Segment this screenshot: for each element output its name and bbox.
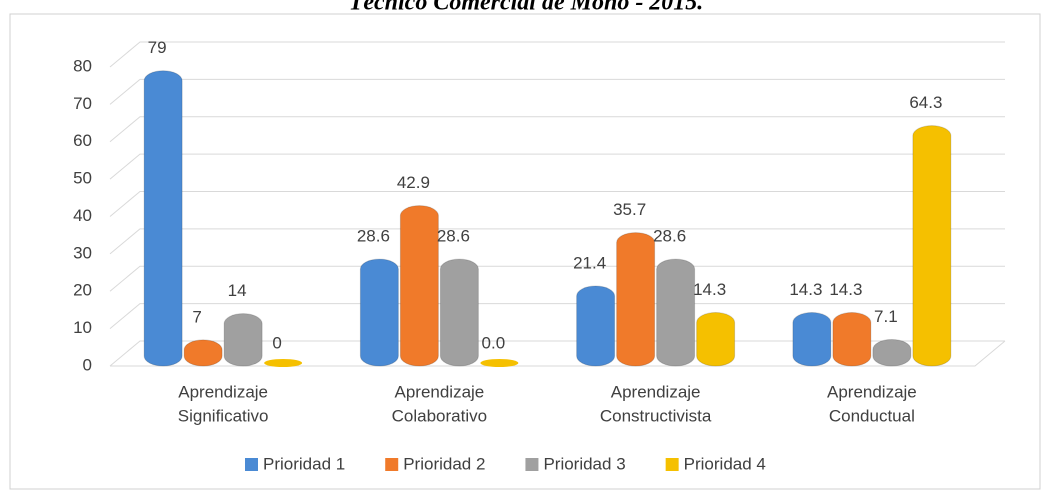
bar bbox=[872, 338, 912, 367]
x-tick-label: Aprendizaje bbox=[611, 382, 701, 401]
bar bbox=[439, 258, 479, 367]
data-label: 28.6 bbox=[653, 227, 686, 246]
x-tick-label: Aprendizaje bbox=[394, 382, 484, 401]
bar bbox=[576, 285, 616, 367]
legend-label: Prioridad 3 bbox=[543, 454, 625, 473]
data-label: 42.9 bbox=[397, 173, 430, 192]
data-label: 28.6 bbox=[357, 227, 390, 246]
data-label: 14.3 bbox=[789, 280, 822, 299]
grid-line bbox=[109, 116, 1005, 143]
bar bbox=[792, 312, 832, 367]
bar bbox=[359, 258, 399, 367]
grid-line bbox=[109, 228, 1005, 255]
legend-swatch bbox=[245, 458, 258, 471]
y-tick-label: 40 bbox=[73, 206, 92, 225]
y-tick-label: 50 bbox=[73, 169, 92, 188]
data-label: 7.1 bbox=[874, 307, 898, 326]
grid-line bbox=[109, 153, 1005, 180]
legend-label: Prioridad 1 bbox=[263, 454, 345, 473]
grid-line bbox=[109, 41, 1005, 68]
x-tick-label: Conductual bbox=[829, 406, 915, 425]
floor bbox=[110, 340, 1006, 367]
data-label: 21.4 bbox=[573, 254, 606, 273]
data-label: 14.3 bbox=[829, 280, 862, 299]
legend-label: Prioridad 2 bbox=[403, 454, 485, 473]
bar bbox=[912, 125, 952, 367]
data-label: 28.6 bbox=[437, 227, 470, 246]
legend-label: Prioridad 4 bbox=[684, 454, 766, 473]
bar bbox=[399, 205, 439, 367]
bar bbox=[656, 258, 696, 367]
data-label: 64.3 bbox=[909, 93, 942, 112]
grid-line bbox=[109, 78, 1005, 105]
legend-swatch bbox=[525, 458, 539, 471]
data-label: 0.0 bbox=[482, 333, 506, 352]
chart-title: Técnico Comercial de Mono - 2015. bbox=[349, 0, 704, 16]
bar bbox=[143, 70, 183, 367]
data-label: 0 bbox=[272, 333, 281, 352]
x-tick-label: Constructivista bbox=[600, 406, 712, 425]
data-label: 14.3 bbox=[693, 280, 726, 299]
bar bbox=[264, 359, 303, 367]
grid-line bbox=[109, 265, 1005, 292]
y-tick-label: 60 bbox=[73, 131, 92, 150]
bar bbox=[696, 312, 736, 367]
y-tick-label: 0 bbox=[83, 355, 92, 374]
y-tick-label: 30 bbox=[73, 243, 92, 262]
data-label: 14 bbox=[228, 281, 247, 300]
bar bbox=[183, 339, 223, 367]
data-label: 35.7 bbox=[613, 200, 646, 219]
grid-line bbox=[109, 191, 1005, 217]
legend-swatch bbox=[665, 458, 679, 471]
y-tick-label: 80 bbox=[73, 56, 92, 75]
x-tick-label: Aprendizaje bbox=[827, 382, 917, 401]
grid-line bbox=[109, 303, 1005, 330]
data-label: 7 bbox=[192, 307, 201, 326]
y-tick-label: 70 bbox=[73, 94, 92, 113]
y-tick-label: 20 bbox=[73, 281, 92, 300]
bar bbox=[832, 312, 872, 367]
x-tick-label: Colaborativo bbox=[392, 406, 487, 425]
data-label: 79 bbox=[148, 38, 167, 57]
x-tick-label: Significativo bbox=[178, 406, 269, 425]
bar bbox=[480, 359, 519, 367]
legend-swatch bbox=[385, 458, 399, 471]
y-tick-label: 10 bbox=[73, 318, 92, 337]
bar bbox=[616, 232, 656, 367]
x-tick-label: Aprendizaje bbox=[178, 382, 268, 401]
frame bbox=[9, 13, 1041, 490]
bar bbox=[223, 313, 263, 367]
